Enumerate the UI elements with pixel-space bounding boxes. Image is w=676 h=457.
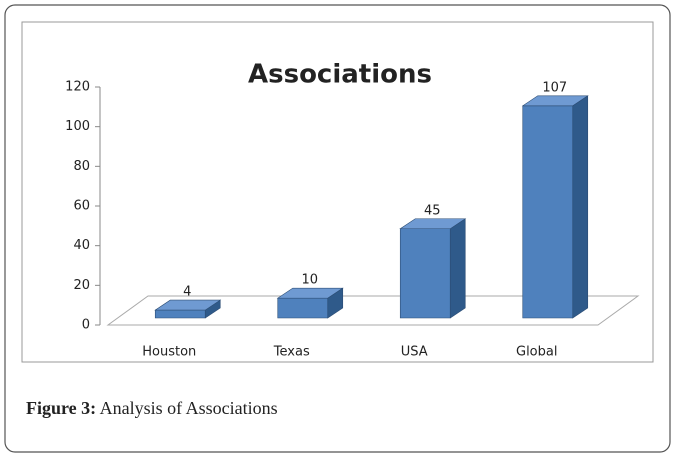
data-label: 107 (542, 80, 567, 95)
bar-front (522, 105, 574, 319)
caption: Figure 3: Analysis of Associations (26, 398, 278, 419)
y-tick-label: 0 (82, 318, 90, 333)
bar-top (276, 287, 344, 299)
bar (399, 218, 467, 319)
bar-side (449, 218, 466, 319)
bar (276, 287, 344, 319)
y-tick-label: 40 (73, 238, 90, 253)
y-tick-label: 100 (65, 119, 90, 134)
bar-front (277, 297, 329, 319)
bar-side (572, 95, 589, 319)
x-tick-label: USA (401, 345, 428, 360)
x-tick-label: Global (516, 345, 557, 360)
data-label: 4 (183, 285, 191, 300)
bar-front (154, 309, 206, 319)
caption-label: Figure 3: (26, 398, 97, 418)
x-tick-label: Texas (273, 345, 310, 360)
data-label: 45 (424, 203, 441, 218)
x-tick-label: Houston (142, 345, 196, 360)
y-tick-label: 60 (73, 199, 90, 214)
data-label: 10 (301, 273, 318, 288)
bar (154, 299, 222, 319)
bar-top (399, 218, 467, 230)
y-tick-label: 20 (73, 278, 90, 293)
y-tick-label: 120 (65, 80, 90, 95)
bar-top (521, 95, 589, 107)
bar (521, 95, 589, 319)
figure-border (4, 4, 671, 453)
y-tick-label: 80 (73, 159, 90, 174)
bar-top (154, 299, 222, 311)
chart-title: Associations (248, 60, 432, 90)
floor (106, 295, 640, 326)
bar-front (399, 228, 451, 319)
caption-text: Analysis of Associations (99, 398, 278, 418)
